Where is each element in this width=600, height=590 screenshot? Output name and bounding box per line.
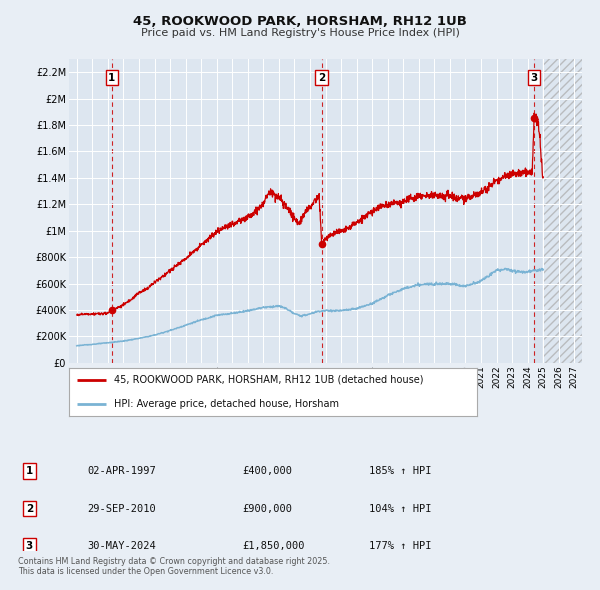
Text: 104% ↑ HPI: 104% ↑ HPI xyxy=(369,504,431,513)
Text: 45, ROOKWOOD PARK, HORSHAM, RH12 1UB: 45, ROOKWOOD PARK, HORSHAM, RH12 1UB xyxy=(133,15,467,28)
Text: 2: 2 xyxy=(318,73,325,83)
Text: 45, ROOKWOOD PARK, HORSHAM, RH12 1UB (detached house): 45, ROOKWOOD PARK, HORSHAM, RH12 1UB (de… xyxy=(114,375,424,385)
Bar xyxy=(543,59,582,363)
Text: 02-APR-1997: 02-APR-1997 xyxy=(87,466,155,476)
Text: 29-SEP-2010: 29-SEP-2010 xyxy=(87,504,155,513)
Text: £400,000: £400,000 xyxy=(242,466,292,476)
Text: 3: 3 xyxy=(530,73,538,83)
Text: 177% ↑ HPI: 177% ↑ HPI xyxy=(369,542,431,551)
Text: 2: 2 xyxy=(26,504,33,513)
Text: £900,000: £900,000 xyxy=(242,504,292,513)
Text: 3: 3 xyxy=(26,542,33,551)
Text: HPI: Average price, detached house, Horsham: HPI: Average price, detached house, Hors… xyxy=(114,399,339,409)
Text: Price paid vs. HM Land Registry's House Price Index (HPI): Price paid vs. HM Land Registry's House … xyxy=(140,28,460,38)
Text: Contains HM Land Registry data © Crown copyright and database right 2025.
This d: Contains HM Land Registry data © Crown c… xyxy=(18,557,330,576)
Text: £1,850,000: £1,850,000 xyxy=(242,542,305,551)
Bar xyxy=(534,59,542,363)
Text: 1: 1 xyxy=(26,466,33,476)
Text: 185% ↑ HPI: 185% ↑ HPI xyxy=(369,466,431,476)
Text: 1: 1 xyxy=(108,73,115,83)
Text: 30-MAY-2024: 30-MAY-2024 xyxy=(87,542,155,551)
